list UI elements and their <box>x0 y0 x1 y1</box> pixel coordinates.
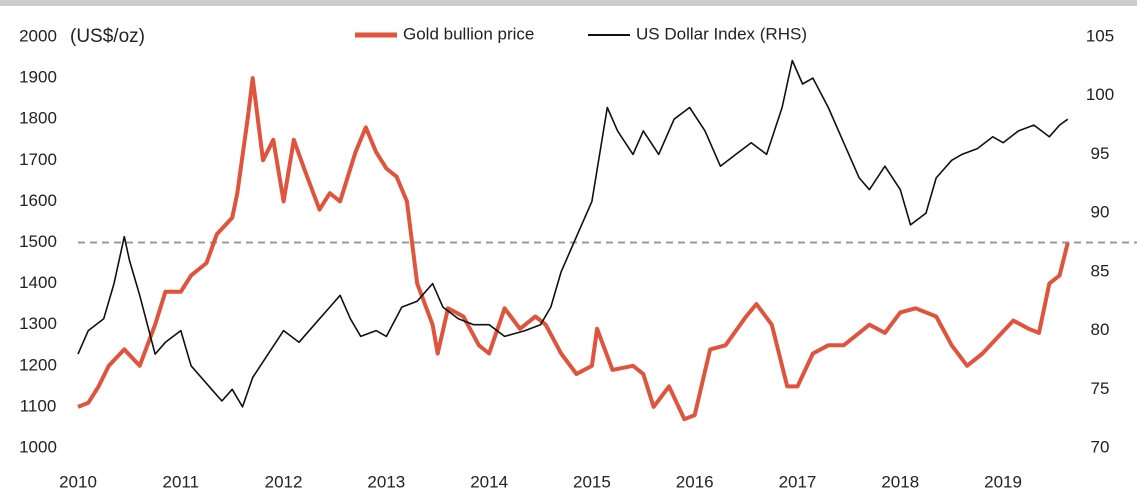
y-tick-label: 1900 <box>19 68 57 87</box>
y2-tick-label: 95 <box>1091 144 1110 163</box>
y-tick-label: 1700 <box>19 150 57 169</box>
x-tick-label: 2014 <box>470 472 508 491</box>
y-axis-label: (US$/oz) <box>70 26 145 47</box>
top-bar <box>0 0 1137 6</box>
y-tick-label: 2000 <box>19 26 57 45</box>
series-line <box>77 76 1070 422</box>
series-line <box>77 59 1069 408</box>
x-tick-label: 2010 <box>59 472 97 491</box>
y-tick-label: 1300 <box>19 314 57 333</box>
y-tick-label: 1500 <box>19 232 57 251</box>
x-tick-label: 2015 <box>573 472 611 491</box>
y-tick-label: 1100 <box>20 396 57 415</box>
y2-tick-label: 85 <box>1091 261 1110 280</box>
x-tick-label: 2019 <box>984 472 1022 491</box>
y2-tick-label: 70 <box>1091 437 1110 456</box>
y2-tick-label: 75 <box>1091 379 1110 398</box>
y-tick-label: 1200 <box>19 355 57 374</box>
x-tick-label: 2018 <box>881 472 919 491</box>
x-tick-label: 2013 <box>367 472 405 491</box>
x-tick-label: 2011 <box>163 472 200 491</box>
y-tick-label: 1000 <box>19 437 57 456</box>
y-tick-label: 1800 <box>19 109 57 128</box>
legend-label: US Dollar Index (RHS) <box>636 24 807 43</box>
x-tick-label: 2016 <box>676 472 714 491</box>
legend-label: Gold bullion price <box>403 24 534 43</box>
x-tick-label: 2017 <box>779 472 817 491</box>
x-tick-label: 2012 <box>265 472 303 491</box>
y2-tick-label: 90 <box>1091 203 1110 222</box>
y2-tick-label: 100 <box>1086 85 1114 104</box>
y-tick-label: 1600 <box>19 191 57 210</box>
y-tick-label: 1400 <box>19 273 57 292</box>
y2-tick-label: 80 <box>1091 320 1110 339</box>
y2-tick-label: 105 <box>1086 26 1114 45</box>
